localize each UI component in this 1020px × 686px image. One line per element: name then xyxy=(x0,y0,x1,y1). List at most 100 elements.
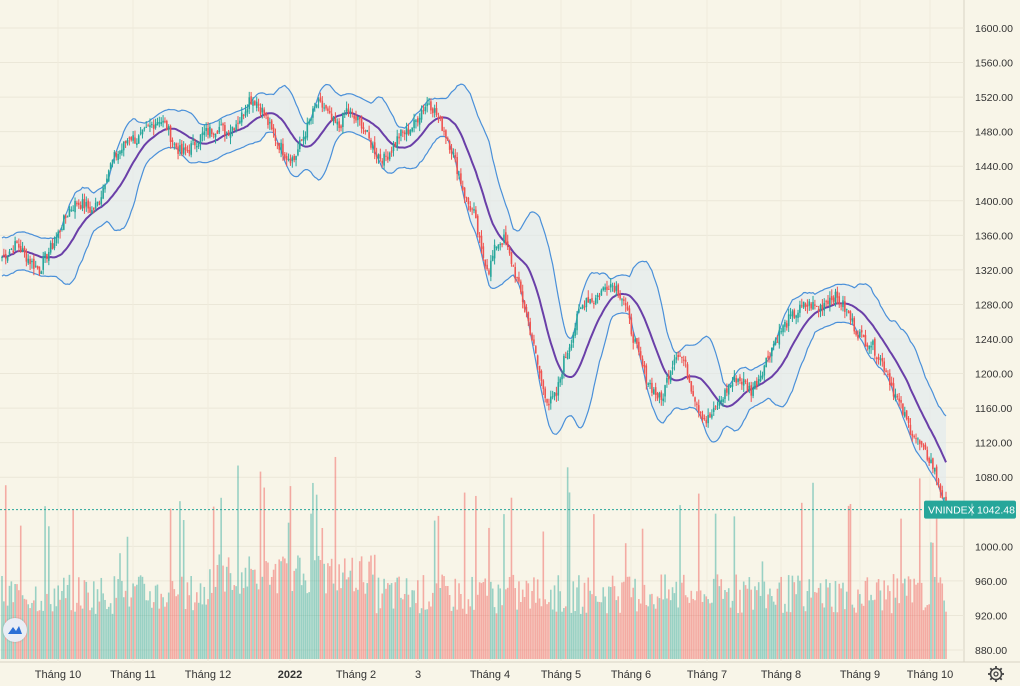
volume-bar xyxy=(546,604,548,659)
volume-bar xyxy=(671,587,674,659)
candle-body xyxy=(568,347,571,352)
volume-bar xyxy=(207,599,209,659)
candle-body xyxy=(821,304,824,310)
volume-bar xyxy=(282,556,284,659)
candle-body xyxy=(302,136,305,141)
candle-body xyxy=(261,108,264,113)
volume-bar xyxy=(535,602,537,659)
price-tick-label: 1480.00 xyxy=(975,127,1013,139)
candle-body xyxy=(66,216,69,218)
volume-bar xyxy=(516,609,518,659)
volume-bar xyxy=(505,589,507,659)
candle-body xyxy=(787,314,790,327)
volume-bar xyxy=(667,589,670,659)
volume-bar xyxy=(53,588,56,659)
volume-bar xyxy=(259,471,262,659)
candle-body xyxy=(838,296,841,305)
volume-bar xyxy=(388,584,391,659)
volume-bar xyxy=(274,563,277,659)
candle-body xyxy=(493,244,496,259)
candle-body xyxy=(57,231,59,238)
candle-body xyxy=(703,418,706,420)
volume-bar xyxy=(748,577,751,659)
volume-bar xyxy=(810,597,812,659)
bollinger-bands xyxy=(1,83,947,509)
candle-body xyxy=(422,110,425,112)
candle-body xyxy=(909,424,912,435)
candle-body xyxy=(321,100,324,108)
candle-body xyxy=(615,285,618,291)
volume-bar xyxy=(564,606,567,659)
gear-icon[interactable] xyxy=(986,664,1006,684)
candle-body xyxy=(91,209,93,214)
candle-body xyxy=(688,376,691,382)
candle-body xyxy=(225,131,228,133)
candle-body xyxy=(254,101,256,106)
candle-body xyxy=(454,154,457,158)
volume-bar xyxy=(475,495,477,659)
volume-bar xyxy=(808,579,811,659)
volume-bar xyxy=(297,555,299,659)
volume-bar xyxy=(847,505,850,659)
volume-bar xyxy=(772,601,775,659)
candle-body xyxy=(297,149,299,156)
candle-body xyxy=(424,106,427,111)
candle-body xyxy=(259,107,262,114)
volume-bar xyxy=(158,608,161,659)
candle-body xyxy=(124,140,127,144)
volume-bar xyxy=(664,574,666,659)
candle-body xyxy=(653,389,655,395)
candle-body xyxy=(518,277,520,282)
candle-body xyxy=(696,403,698,405)
candle-body xyxy=(810,303,812,309)
candle-body xyxy=(744,380,747,383)
candle-body xyxy=(149,125,151,128)
candle-body xyxy=(767,355,769,359)
volume-bar xyxy=(518,581,520,659)
candle-body xyxy=(557,382,560,396)
candle-body xyxy=(883,361,885,371)
candle-body xyxy=(720,399,723,403)
candle-body xyxy=(29,259,31,265)
volume-bar xyxy=(336,590,339,659)
volume-bar xyxy=(842,582,844,659)
volume-bar xyxy=(132,583,134,659)
candle-body xyxy=(587,296,590,303)
volume-bar xyxy=(512,574,515,659)
candle-body xyxy=(448,141,451,150)
volume-bar xyxy=(604,596,606,659)
time-tick-label: Tháng 10 xyxy=(907,669,953,681)
candle-body xyxy=(100,197,103,204)
tradingview-logo-icon[interactable] xyxy=(3,618,27,642)
candle-body xyxy=(699,411,702,414)
volume-bar xyxy=(280,561,282,659)
volume-bar xyxy=(420,608,423,659)
volume-bar xyxy=(171,581,174,659)
candle-body xyxy=(763,365,766,376)
volume-bar xyxy=(615,600,618,659)
price-tick-label: 1360.00 xyxy=(975,230,1013,242)
volume-bar xyxy=(527,583,530,659)
volume-bar xyxy=(201,604,204,659)
volume-bar xyxy=(177,594,179,659)
candle-body xyxy=(868,346,871,350)
candle-body xyxy=(855,330,857,335)
logo-glyph xyxy=(8,626,22,634)
candle-body xyxy=(388,152,391,160)
candle-body xyxy=(819,305,822,312)
candle-body xyxy=(920,441,923,445)
volume-bar xyxy=(553,585,556,659)
volume-bar xyxy=(143,583,146,659)
candle-body xyxy=(585,297,588,308)
candle-body xyxy=(885,370,887,373)
volume-bar xyxy=(825,579,827,659)
volume-bar xyxy=(600,602,603,659)
candle-body xyxy=(488,270,490,275)
volume-bar xyxy=(767,594,769,659)
candle-body xyxy=(639,351,642,359)
candle-body xyxy=(881,358,884,362)
candle-body xyxy=(516,277,518,279)
candle-body xyxy=(664,385,666,397)
candle-body xyxy=(559,378,561,383)
